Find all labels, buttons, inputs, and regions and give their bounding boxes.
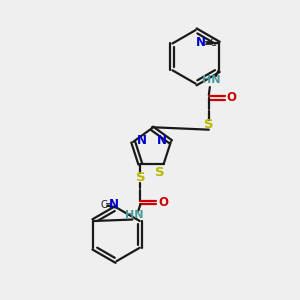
Text: HN: HN	[202, 75, 220, 85]
Text: N: N	[196, 36, 206, 49]
Text: ≡: ≡	[105, 200, 113, 210]
Text: S: S	[155, 166, 164, 179]
Text: O: O	[226, 92, 237, 104]
Text: O: O	[158, 196, 168, 209]
Text: S: S	[136, 171, 145, 184]
Text: ≡: ≡	[204, 38, 212, 47]
Text: N: N	[109, 198, 118, 211]
Text: S: S	[204, 118, 214, 131]
Text: C: C	[100, 200, 107, 210]
Text: N: N	[137, 134, 147, 147]
Text: HN: HN	[125, 210, 144, 220]
Text: C: C	[209, 38, 216, 47]
Text: N: N	[157, 134, 167, 147]
